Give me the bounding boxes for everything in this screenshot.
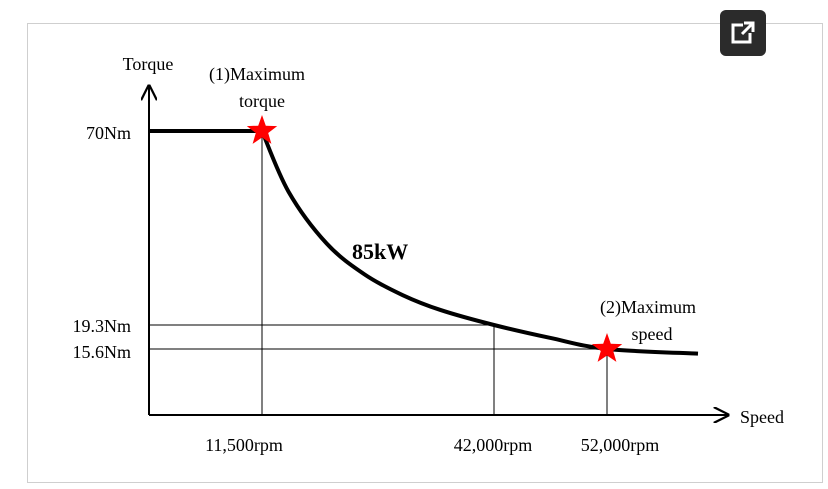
y-tick-label-70: 70Nm (86, 123, 131, 143)
y-axis-title: Torque (123, 54, 174, 74)
x-tick-label-42000: 42,000rpm (454, 435, 533, 455)
max-torque-label-line1: (1)Maximum (209, 64, 305, 85)
y-tick-label-15-6: 15.6Nm (73, 342, 132, 362)
expand-button[interactable] (720, 10, 766, 56)
power-label: 85kW (352, 239, 408, 264)
open-in-new-icon (731, 21, 755, 44)
figure-frame (27, 23, 823, 483)
power-curve-line (149, 129, 699, 356)
max-torque-label-line2: torque (239, 91, 285, 111)
annotation-stars (246, 115, 623, 362)
x-tick-label-11500: 11,500rpm (205, 435, 283, 455)
x-axis-title: Speed (740, 407, 784, 427)
guide-lines (149, 131, 608, 415)
max-speed-star-marker (591, 333, 623, 362)
x-tick-label-52000: 52,000rpm (581, 435, 660, 455)
max-speed-label-line2: speed (632, 324, 673, 344)
max-torque-star-marker (246, 115, 278, 144)
max-speed-label-line1: (2)Maximum (600, 297, 696, 318)
y-tick-label-19-3: 19.3Nm (73, 316, 132, 336)
